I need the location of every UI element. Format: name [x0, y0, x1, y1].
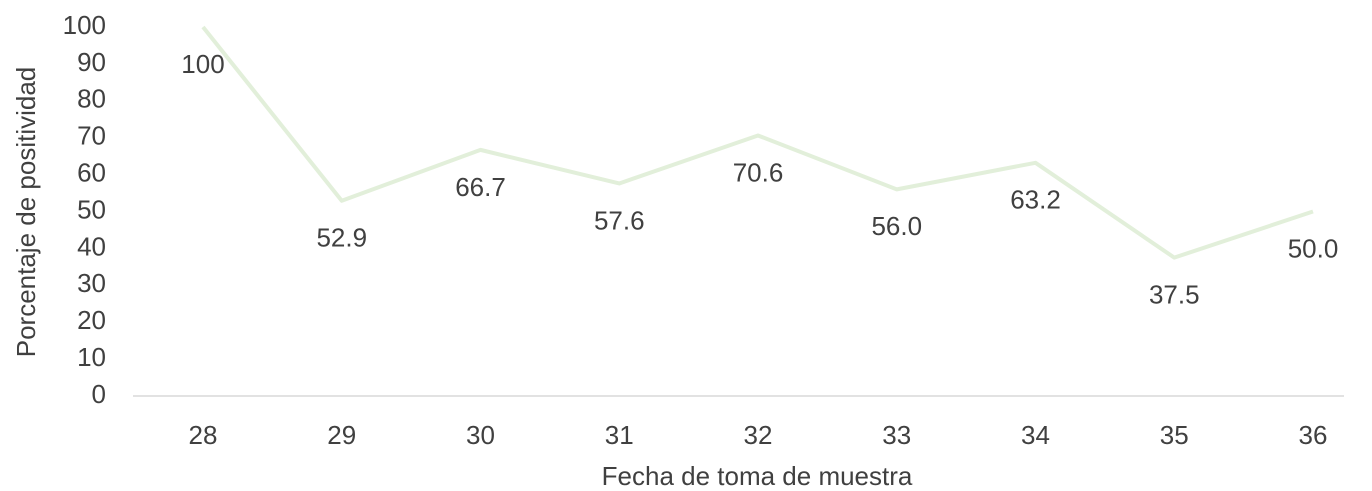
y-tick-label: 80	[77, 84, 106, 114]
data-label: 57.6	[594, 205, 645, 235]
y-tick-label: 50	[77, 194, 106, 224]
series-line	[201, 25, 1314, 260]
x-tick-label: 35	[1160, 420, 1189, 450]
data-label: 56.0	[871, 211, 922, 241]
y-tick-label: 10	[77, 342, 106, 372]
data-label: 66.7	[455, 172, 506, 202]
data-label: 52.9	[316, 223, 367, 253]
y-tick-label: 90	[77, 47, 106, 77]
y-tick-label: 100	[63, 10, 106, 40]
y-tick-label: 20	[77, 305, 106, 335]
y-tick-label: 40	[77, 231, 106, 261]
x-tick-label: 31	[605, 420, 634, 450]
x-tick-label: 36	[1299, 420, 1328, 450]
data-label: 37.5	[1149, 280, 1200, 310]
x-tick-label: 30	[466, 420, 495, 450]
x-axis-title: Fecha de toma de muestra	[602, 461, 913, 491]
data-label: 50.0	[1288, 233, 1339, 263]
data-label: 63.2	[1010, 185, 1061, 215]
x-tick-label: 29	[327, 420, 356, 450]
x-tick-label: 32	[744, 420, 773, 450]
y-tick-label: 30	[77, 268, 106, 298]
x-tick-label: 33	[882, 420, 911, 450]
x-tick-label: 34	[1021, 420, 1050, 450]
data-label: 70.6	[733, 157, 784, 187]
data-label: 100	[181, 49, 224, 79]
y-tick-label: 60	[77, 157, 106, 187]
y-tick-label: 70	[77, 121, 106, 151]
x-tick-label: 28	[189, 420, 218, 450]
y-tick-label: 0	[92, 379, 106, 409]
y-axis-title: Porcentaje de positividad	[11, 67, 41, 358]
